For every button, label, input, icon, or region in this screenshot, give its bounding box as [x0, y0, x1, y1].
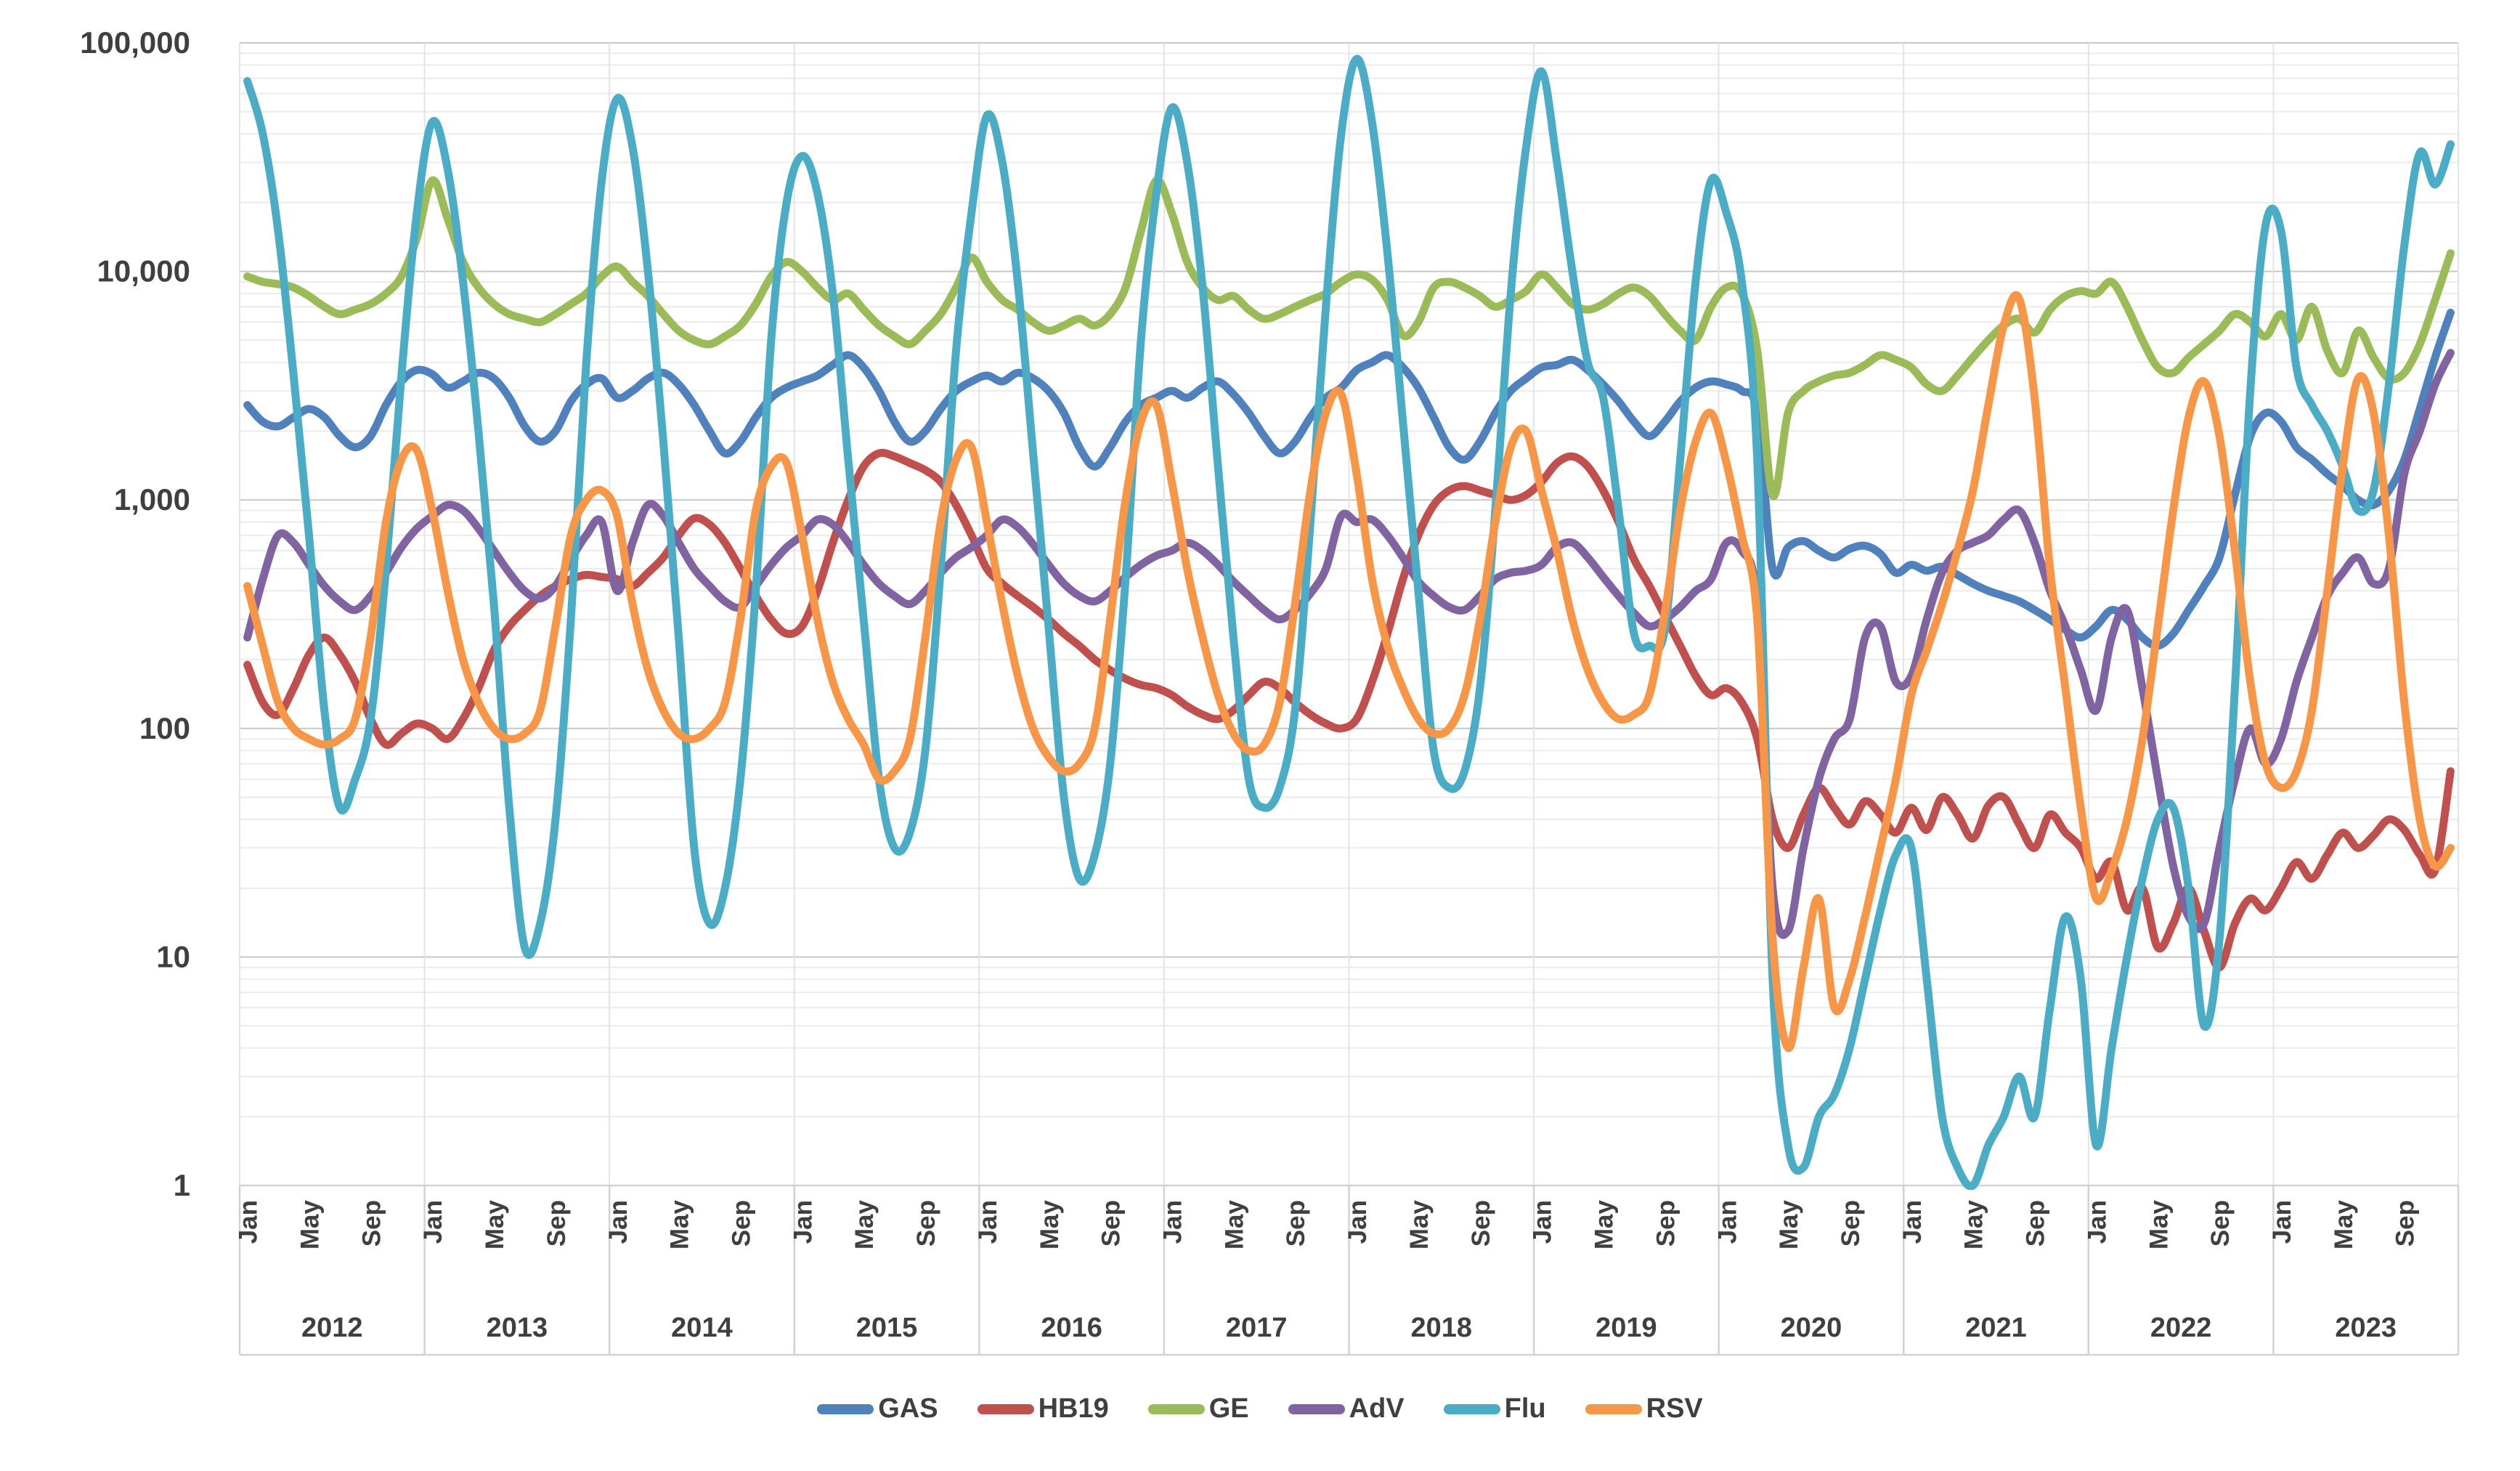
month-label: Sep: [1467, 1200, 1495, 1247]
month-label: Sep: [542, 1200, 571, 1247]
legend-item-AdV: AdV: [1288, 1393, 1405, 1425]
month-label: Jan: [2083, 1200, 2111, 1244]
month-label: May: [2330, 1199, 2358, 1249]
month-label: May: [666, 1199, 694, 1249]
month-label: Sep: [1282, 1200, 1310, 1247]
series-line-Flu: [243, 54, 2455, 1190]
year-label: 2015: [856, 1313, 918, 1343]
legend-label: Flu: [1504, 1393, 1546, 1424]
month-label: Sep: [727, 1200, 755, 1247]
month-label: Sep: [2206, 1200, 2235, 1247]
month-label: Sep: [1097, 1200, 1126, 1247]
month-label: May: [2145, 1199, 2173, 1249]
series-line-AdV: [243, 349, 2455, 939]
legend-item-HB19: HB19: [977, 1393, 1109, 1425]
legend-swatch-AdV: [1288, 1403, 1345, 1414]
series-line-RSV: [243, 291, 2455, 1053]
year-label: 2017: [1226, 1313, 1288, 1343]
month-label: May: [1220, 1199, 1248, 1249]
series-line-HB19: [243, 448, 2455, 972]
year-label: 2013: [487, 1313, 548, 1343]
legend-swatch-Flu: [1443, 1403, 1500, 1414]
legend-item-Flu: Flu: [1443, 1393, 1546, 1425]
y-axis-label: 10,000: [97, 254, 190, 288]
y-axis-label: 1,000: [114, 482, 190, 516]
month-label: Sep: [357, 1200, 386, 1247]
month-label: May: [850, 1199, 879, 1249]
year-label: 2022: [2150, 1313, 2212, 1343]
month-label: Jan: [419, 1200, 447, 1244]
month-label: May: [481, 1199, 509, 1249]
month-label: Sep: [2022, 1200, 2050, 1247]
month-label: Jan: [1898, 1200, 1927, 1244]
legend-item-RSV: RSV: [1585, 1393, 1703, 1425]
legend-label: GE: [1208, 1393, 1249, 1424]
legend-swatch-GE: [1147, 1403, 1205, 1414]
year-label: 2016: [1041, 1313, 1102, 1343]
year-label: 2018: [1411, 1313, 1473, 1343]
series-line-GE: [243, 176, 2455, 501]
year-label: 2020: [1781, 1313, 1842, 1343]
month-label: Sep: [1651, 1200, 1680, 1247]
month-label: Sep: [912, 1200, 940, 1247]
year-label: 2014: [671, 1313, 733, 1343]
legend-label: HB19: [1038, 1393, 1109, 1424]
month-label: Jan: [1529, 1200, 1557, 1244]
month-label: May: [1775, 1199, 1803, 1249]
month-label: Jan: [235, 1200, 263, 1244]
month-label: Jan: [1713, 1200, 1741, 1244]
month-label: Sep: [1837, 1200, 1865, 1247]
month-label: Jan: [1344, 1200, 1372, 1244]
legend-label: RSV: [1646, 1393, 1703, 1424]
legend-label: GAS: [878, 1393, 938, 1424]
month-label: May: [1036, 1199, 1064, 1249]
month-label: May: [1405, 1199, 1434, 1249]
y-axis-label: 1: [174, 1168, 190, 1202]
legend-label: AdV: [1349, 1393, 1405, 1424]
month-label: Jan: [789, 1200, 817, 1244]
month-label: Jan: [604, 1200, 633, 1244]
chart-legend: GAS HB19 GE AdV Flu RSV: [0, 1393, 2520, 1425]
month-label: May: [1960, 1199, 1988, 1249]
y-axis-label: 10: [156, 939, 190, 973]
legend-swatch-HB19: [977, 1403, 1034, 1414]
month-label: Jan: [2268, 1200, 2296, 1244]
year-label: 2021: [1965, 1313, 2027, 1343]
year-label: 2012: [301, 1313, 363, 1343]
month-label: May: [1590, 1199, 1619, 1249]
year-label: 2023: [2335, 1313, 2397, 1343]
month-label: May: [296, 1199, 324, 1249]
y-axis-label: 100,000: [80, 25, 190, 60]
year-label: 2019: [1596, 1313, 1657, 1343]
legend-item-GAS: GAS: [817, 1393, 938, 1425]
legend-swatch-RSV: [1585, 1403, 1642, 1414]
legend-swatch-GAS: [817, 1403, 874, 1414]
month-label: Jan: [1159, 1200, 1187, 1244]
series-line-GAS: [243, 308, 2455, 650]
month-label: Sep: [2391, 1200, 2420, 1247]
legend-item-GE: GE: [1147, 1393, 1249, 1425]
y-axis-label: 100: [139, 711, 190, 745]
month-label: Jan: [974, 1200, 1002, 1244]
